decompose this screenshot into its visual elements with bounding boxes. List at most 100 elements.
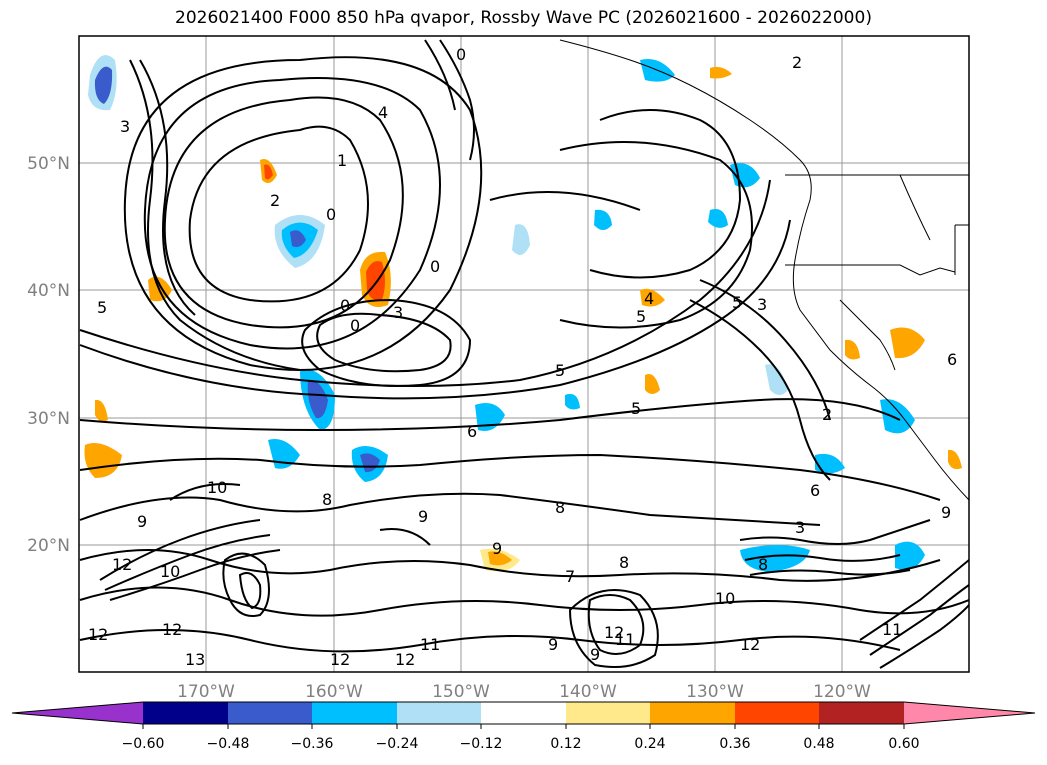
lon-label: 150°W bbox=[432, 682, 490, 702]
contour-label: 5 bbox=[732, 293, 742, 312]
negative-anomaly bbox=[815, 453, 845, 474]
anomaly-shading bbox=[84, 55, 962, 572]
contour-label: 12 bbox=[88, 625, 108, 644]
latitude-labels: 50°N 40°N 30°N 20°N bbox=[27, 154, 70, 556]
negative-anomaly bbox=[708, 209, 728, 228]
lon-label: 140°W bbox=[559, 682, 617, 702]
colorbar-cell bbox=[735, 702, 819, 724]
negative-anomaly bbox=[94, 66, 113, 104]
contour-label: 3 bbox=[393, 303, 403, 322]
colorbar-cell bbox=[481, 702, 566, 724]
contour-label: 1 bbox=[337, 151, 347, 170]
colorbar-tick-label: −0.24 bbox=[376, 736, 419, 752]
positive-anomaly bbox=[488, 551, 512, 566]
contour-label: 10 bbox=[160, 562, 180, 581]
contour-label: 2 bbox=[270, 191, 280, 210]
lon-label: 120°W bbox=[813, 682, 871, 702]
colorbar-tick-label: 0.24 bbox=[634, 736, 665, 752]
longitude-labels: 170°W 160°W 150°W 140°W 130°W 120°W bbox=[177, 682, 871, 702]
colorbar-cell bbox=[228, 702, 312, 724]
contour-label: 5 bbox=[97, 298, 107, 317]
lon-label: 130°W bbox=[686, 682, 744, 702]
contour-label: 8 bbox=[322, 490, 332, 509]
contour-label: 9 bbox=[590, 645, 600, 664]
colorbar-cell bbox=[650, 702, 735, 724]
lat-label: 50°N bbox=[27, 154, 70, 174]
positive-anomaly bbox=[640, 288, 665, 307]
contour-label: 5 bbox=[555, 361, 565, 380]
contour-label: 9 bbox=[492, 539, 502, 558]
contour-label: 6 bbox=[810, 481, 820, 500]
contour-label: 2 bbox=[822, 405, 832, 424]
positive-anomaly bbox=[264, 164, 273, 180]
contour-lines bbox=[79, 39, 969, 669]
contour-label: 8 bbox=[758, 555, 768, 574]
negative-anomaly bbox=[765, 364, 788, 395]
negative-anomaly bbox=[307, 379, 328, 419]
contour-label: 9 bbox=[137, 512, 147, 531]
contour-label: 5 bbox=[631, 399, 641, 418]
lon-label: 170°W bbox=[177, 682, 235, 702]
positive-anomaly bbox=[645, 374, 660, 394]
contour-label: 12 bbox=[162, 620, 182, 639]
contour-label: 0 bbox=[340, 296, 350, 315]
contour-labels: 2 4 3 1 2 0 0 0 0 0 3 5 5 4 5 5 3 2 6 5 … bbox=[88, 45, 957, 669]
contour-label: 12 bbox=[395, 650, 415, 669]
plot-frame bbox=[78, 35, 970, 673]
contour-label: 10 bbox=[715, 589, 735, 608]
lat-label: 30°N bbox=[27, 409, 70, 429]
contour-label: 4 bbox=[378, 103, 388, 122]
negative-anomaly bbox=[740, 545, 810, 572]
positive-anomaly bbox=[948, 449, 962, 470]
contour-label: 7 bbox=[565, 567, 575, 586]
colorbar-cell bbox=[312, 702, 397, 724]
contour-label: 12 bbox=[740, 635, 760, 654]
contour-label: 12 bbox=[330, 650, 350, 669]
positive-anomaly bbox=[84, 442, 122, 478]
lat-label: 20°N bbox=[27, 536, 70, 556]
contour-label: 9 bbox=[418, 507, 428, 526]
coastline bbox=[559, 39, 969, 501]
contour-label: 6 bbox=[467, 422, 477, 441]
contour-label: 9 bbox=[548, 635, 558, 654]
contour-label: 3 bbox=[120, 117, 130, 136]
colorbar-tick-label: −0.60 bbox=[122, 736, 165, 752]
contour-label: 3 bbox=[795, 518, 805, 537]
colorbar-cell bbox=[566, 702, 650, 724]
contour-label: 13 bbox=[185, 650, 205, 669]
colorbar-tick-label: 0.60 bbox=[888, 736, 919, 752]
contour-label: 3 bbox=[757, 295, 767, 314]
positive-anomaly bbox=[710, 66, 732, 79]
positive-anomaly bbox=[890, 327, 925, 359]
contour-label: 8 bbox=[619, 553, 629, 572]
positive-anomaly bbox=[95, 399, 108, 422]
colorbar-tick-label: 0.48 bbox=[803, 736, 834, 752]
contour-label: 0 bbox=[430, 257, 440, 276]
colorbar-cell bbox=[397, 702, 481, 724]
lat-label: 40°N bbox=[27, 281, 70, 301]
contour-label: 8 bbox=[555, 498, 565, 517]
contour-label: 11 bbox=[420, 635, 440, 654]
contour-label: 12 bbox=[604, 623, 624, 642]
contour-label: 11 bbox=[882, 620, 902, 639]
contour-label: 10 bbox=[207, 478, 227, 497]
negative-anomaly bbox=[594, 209, 612, 230]
contour-label: 11 bbox=[615, 630, 635, 649]
lon-label: 160°W bbox=[305, 682, 363, 702]
colorbar-tick-label: −0.12 bbox=[460, 736, 503, 752]
colorbar-tick-label: 0.12 bbox=[550, 736, 581, 752]
colorbar-tick-label: −0.48 bbox=[207, 736, 250, 752]
contour-label: 6 bbox=[947, 350, 957, 369]
contour-label: 0 bbox=[456, 45, 466, 64]
negative-anomaly bbox=[880, 399, 915, 434]
negative-anomaly bbox=[565, 393, 580, 410]
negative-anomaly bbox=[895, 541, 925, 570]
contour-label: 4 bbox=[644, 289, 654, 308]
contour-label: 5 bbox=[636, 307, 646, 326]
contour-label: 0 bbox=[326, 205, 336, 224]
negative-anomaly bbox=[512, 224, 530, 255]
colorbar-cell bbox=[904, 702, 1035, 724]
contour-label: 2 bbox=[792, 53, 802, 72]
colorbar-cell bbox=[819, 702, 904, 724]
colorbar-cell bbox=[12, 702, 143, 724]
